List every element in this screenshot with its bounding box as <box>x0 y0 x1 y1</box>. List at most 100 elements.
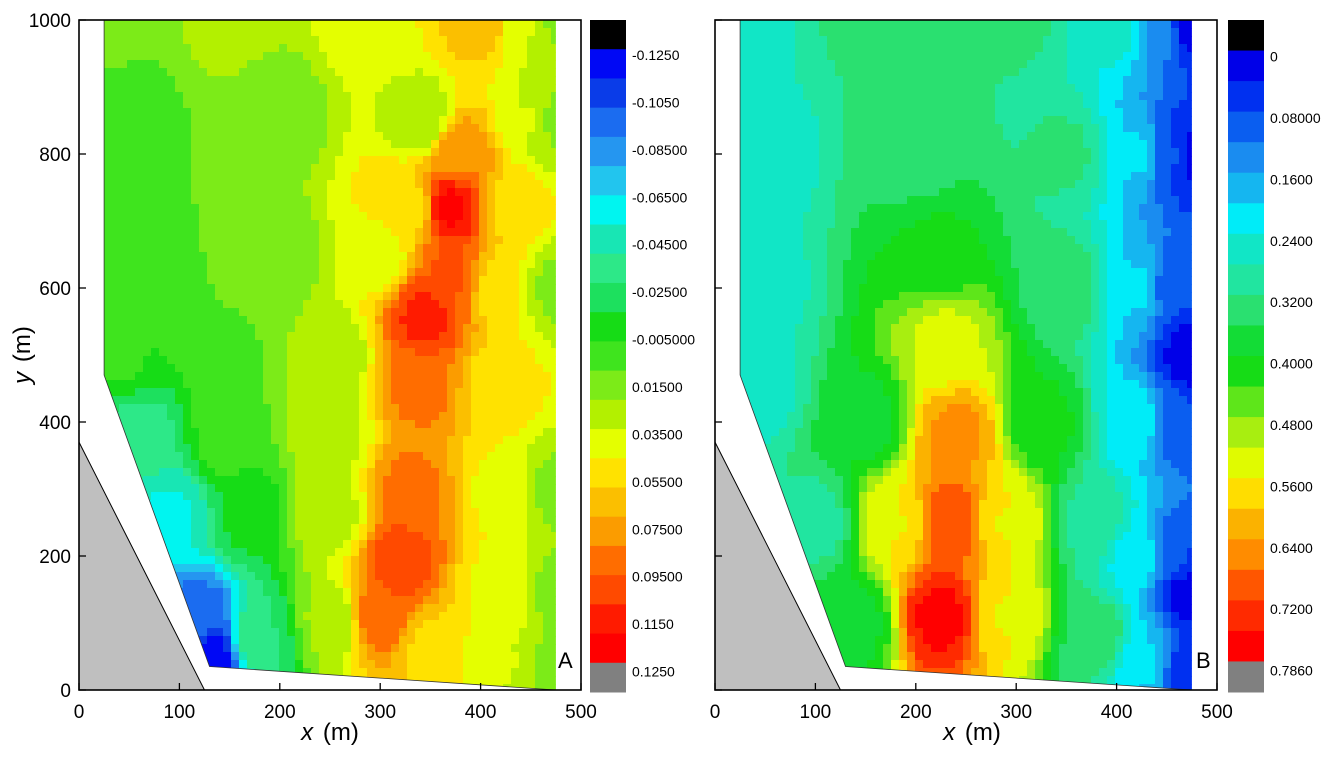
heat-cell <box>191 116 200 125</box>
heat-cell <box>391 36 400 45</box>
heat-cell <box>551 644 556 653</box>
heat-cell <box>167 532 176 541</box>
heat-cell <box>431 244 440 253</box>
heat-cell <box>375 644 384 653</box>
heat-cell <box>143 28 152 37</box>
heat-cell <box>335 596 344 605</box>
heat-cell <box>479 628 488 637</box>
heat-cell <box>151 276 160 285</box>
heat-cell <box>559 20 568 29</box>
heat-cell <box>311 516 320 525</box>
heat-cell <box>503 452 512 461</box>
heat-cell <box>511 628 520 637</box>
heat-cell <box>95 100 104 109</box>
heat-cell <box>575 484 584 493</box>
heat-cell <box>335 564 344 573</box>
heat-cell <box>527 180 536 189</box>
heat-cell <box>359 468 368 477</box>
heat-cell <box>471 644 480 653</box>
heat-cell <box>535 132 544 141</box>
heat-cell <box>575 228 584 237</box>
heat-cell <box>231 28 240 37</box>
heat-cell <box>327 636 336 645</box>
heat-cell <box>367 172 376 181</box>
heat-cell <box>295 68 304 77</box>
heat-cell <box>287 364 296 373</box>
heat-cell <box>295 644 304 653</box>
heat-cell <box>415 500 424 509</box>
heat-cell <box>207 572 216 581</box>
heat-cell <box>175 372 184 381</box>
heat-cell <box>303 68 312 77</box>
heat-cell <box>415 396 424 405</box>
heat-cell <box>135 380 144 389</box>
heat-cell <box>215 172 224 181</box>
heat-cell <box>199 492 208 501</box>
heat-cell <box>327 268 336 277</box>
heat-cell <box>407 596 416 605</box>
heat-cell <box>527 44 536 53</box>
heat-cell <box>295 332 304 341</box>
heat-cell <box>375 44 384 53</box>
heat-cell <box>279 492 288 501</box>
heat-cell <box>391 284 400 293</box>
heat-cell <box>175 500 184 509</box>
heat-cell <box>79 324 88 333</box>
heat-cell <box>319 68 328 77</box>
heat-cell <box>471 476 480 485</box>
heat-cell <box>495 292 504 301</box>
heat-cell <box>295 236 304 245</box>
heat-cell <box>543 28 552 37</box>
heat-cell <box>535 388 544 397</box>
heat-cell <box>351 604 360 613</box>
heat-cell <box>303 604 312 613</box>
heat-cell <box>119 244 128 253</box>
heat-cell <box>471 244 480 253</box>
heat-cell <box>95 276 104 285</box>
heat-cell <box>319 220 328 229</box>
heat-cell <box>287 164 296 173</box>
heat-cell <box>495 196 504 205</box>
heat-cell <box>415 332 424 341</box>
heat-cell <box>191 84 200 93</box>
heat-cell <box>511 116 520 125</box>
heat-cell <box>175 356 184 365</box>
heat-cell <box>471 332 480 341</box>
heat-cell <box>439 372 448 381</box>
heat-cell <box>479 76 488 85</box>
heat-cell <box>247 28 256 37</box>
heat-cell <box>487 324 496 333</box>
heat-cell <box>119 332 128 341</box>
heat-cell <box>511 348 520 357</box>
heat-cell <box>319 444 328 453</box>
heat-cell <box>239 508 248 517</box>
heat-cell <box>223 404 232 413</box>
heat-cell <box>175 300 184 309</box>
heat-cell <box>407 228 416 237</box>
heat-cell <box>311 484 320 493</box>
heat-cell <box>327 468 336 477</box>
heat-cell <box>511 52 520 61</box>
heat-cell <box>271 28 280 37</box>
heat-cell <box>423 436 432 445</box>
heat-cell <box>479 36 488 45</box>
heat-cell <box>487 220 496 229</box>
heat-cell <box>223 652 232 661</box>
heat-cell <box>463 228 472 237</box>
heat-cell <box>487 164 496 173</box>
heat-cell <box>367 436 376 445</box>
heat-cell <box>247 244 256 253</box>
heat-cell <box>183 116 192 125</box>
heat-cell <box>191 364 200 373</box>
heat-cell <box>287 220 296 229</box>
heat-cell <box>175 204 184 213</box>
heat-cell <box>215 540 224 549</box>
heat-cell <box>279 340 288 349</box>
heat-cell <box>535 300 544 309</box>
heat-cell <box>327 276 336 285</box>
heat-cell <box>311 412 320 421</box>
heat-cell <box>311 276 320 285</box>
heat-cell <box>415 148 424 157</box>
heat-cell <box>447 140 456 149</box>
heat-cell <box>335 100 344 109</box>
